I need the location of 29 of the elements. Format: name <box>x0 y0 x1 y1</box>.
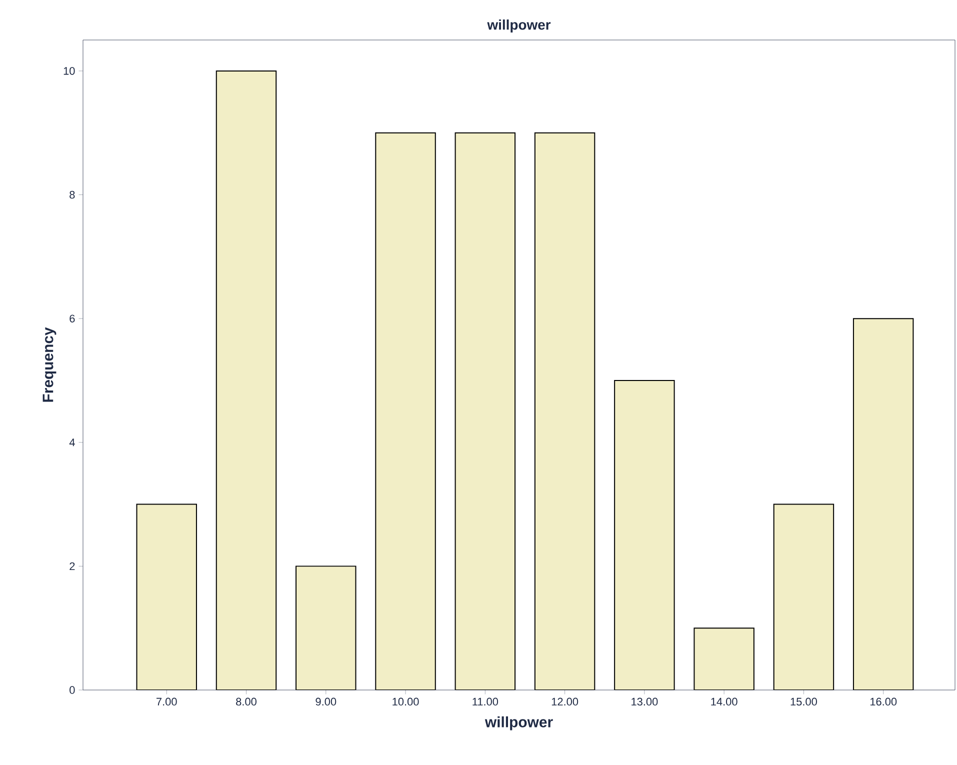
x-tick-label: 7.00 <box>156 698 177 706</box>
bar <box>296 566 356 690</box>
x-tick-label: 13.00 <box>632 698 658 706</box>
chart-title: willpower <box>487 19 551 32</box>
bar <box>534 132 595 690</box>
y-axis-title: Frequency <box>42 327 56 402</box>
bar <box>136 504 196 690</box>
y-tick-label: 2 <box>70 562 75 570</box>
bar <box>216 70 276 690</box>
x-tick-label: 11.00 <box>472 698 498 706</box>
x-tick-label: 12.00 <box>552 698 578 706</box>
bar <box>694 628 754 690</box>
x-tick-label: 14.00 <box>711 698 738 706</box>
x-tick-label: 15.00 <box>790 698 817 706</box>
y-tick-label: 6 <box>70 314 75 322</box>
x-tick-label: 16.00 <box>870 698 897 706</box>
x-tick-label: 10.00 <box>392 698 419 706</box>
x-tick-label: 9.00 <box>316 698 336 706</box>
bar <box>376 132 436 690</box>
y-tick-label: 10 <box>64 67 75 75</box>
y-tick-label: 4 <box>69 438 75 446</box>
bar <box>455 132 516 690</box>
y-tick-label: 8 <box>70 190 75 199</box>
bar <box>774 504 834 690</box>
bar <box>852 318 914 690</box>
y-tick-label: 0 <box>70 686 75 694</box>
bar <box>614 380 674 690</box>
x-tick-label: 8.00 <box>236 698 256 706</box>
x-axis-title: willpower <box>484 716 553 730</box>
